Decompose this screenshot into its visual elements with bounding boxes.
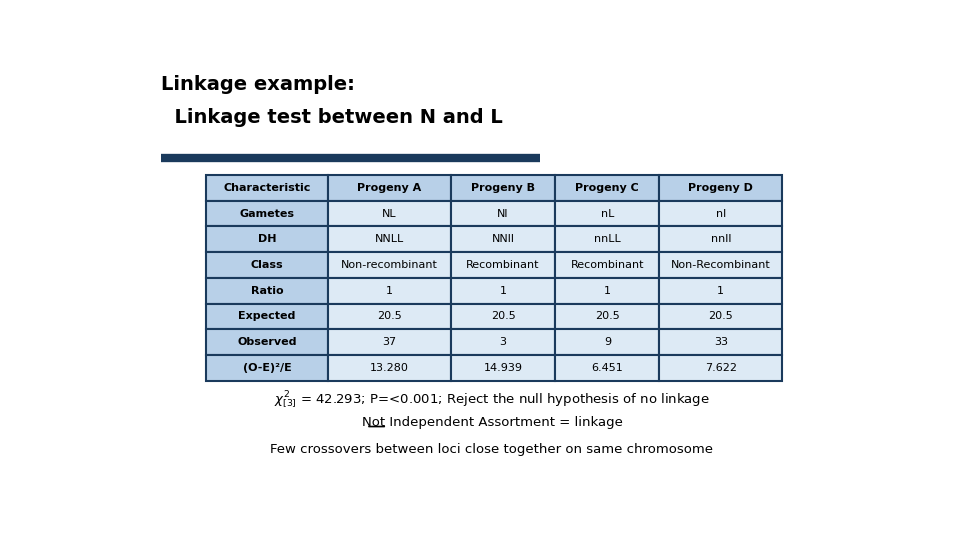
Bar: [205, 226, 328, 252]
Text: Progeny B: Progeny B: [471, 183, 535, 193]
Bar: [205, 278, 328, 303]
Text: NNLL: NNLL: [375, 234, 404, 244]
Bar: [555, 303, 660, 329]
Text: Expected: Expected: [238, 312, 296, 321]
Text: 1: 1: [499, 286, 507, 296]
Bar: [451, 303, 555, 329]
Bar: [555, 329, 660, 355]
Text: 20.5: 20.5: [595, 312, 620, 321]
Text: 9: 9: [604, 337, 611, 347]
Bar: [451, 329, 555, 355]
Bar: [205, 175, 328, 201]
Bar: [205, 329, 328, 355]
Text: Non-recombinant: Non-recombinant: [341, 260, 438, 270]
Text: Gametes: Gametes: [239, 208, 295, 219]
Text: 33: 33: [714, 337, 728, 347]
Bar: [660, 175, 782, 201]
Text: 1: 1: [386, 286, 393, 296]
Bar: [451, 252, 555, 278]
Text: NL: NL: [382, 208, 396, 219]
Bar: [660, 226, 782, 252]
Text: nnLL: nnLL: [594, 234, 621, 244]
Text: Class: Class: [251, 260, 283, 270]
Bar: [660, 252, 782, 278]
Text: 13.280: 13.280: [371, 363, 409, 373]
Text: 37: 37: [382, 337, 396, 347]
Bar: [451, 278, 555, 303]
Text: 7.622: 7.622: [705, 363, 737, 373]
Text: 3: 3: [499, 337, 507, 347]
Text: Nl: Nl: [497, 208, 509, 219]
Text: (O-E)²/E: (O-E)²/E: [243, 363, 291, 373]
Bar: [205, 201, 328, 226]
Bar: [555, 201, 660, 226]
Text: Linkage example:: Linkage example:: [161, 75, 355, 94]
Bar: [451, 201, 555, 226]
Text: Recombinant: Recombinant: [467, 260, 540, 270]
Bar: [660, 278, 782, 303]
Bar: [555, 278, 660, 303]
Bar: [328, 303, 451, 329]
Text: 1: 1: [604, 286, 611, 296]
Text: $\chi^2_{[3]}$ = 42.293; P=<0.001; Reject the null hypothesis of no linkage: $\chi^2_{[3]}$ = 42.293; P=<0.001; Rejec…: [274, 389, 710, 410]
Bar: [205, 303, 328, 329]
Text: Few crossovers between loci close together on same chromosome: Few crossovers between loci close togeth…: [271, 443, 713, 456]
Bar: [328, 226, 451, 252]
Bar: [328, 278, 451, 303]
Bar: [205, 252, 328, 278]
Text: 1: 1: [717, 286, 724, 296]
Text: Progeny D: Progeny D: [688, 183, 754, 193]
Text: Progeny C: Progeny C: [575, 183, 639, 193]
Text: 14.939: 14.939: [484, 363, 522, 373]
Bar: [451, 175, 555, 201]
Text: 6.451: 6.451: [591, 363, 623, 373]
Text: Recombinant: Recombinant: [570, 260, 644, 270]
Bar: [660, 329, 782, 355]
Bar: [205, 355, 328, 381]
Bar: [660, 201, 782, 226]
Text: Progeny A: Progeny A: [357, 183, 421, 193]
Text: 20.5: 20.5: [491, 312, 516, 321]
Text: Linkage test between N and L: Linkage test between N and L: [161, 109, 503, 127]
Text: NNll: NNll: [492, 234, 515, 244]
Text: nnll: nnll: [710, 234, 732, 244]
Bar: [328, 329, 451, 355]
Text: nL: nL: [601, 208, 614, 219]
Bar: [555, 355, 660, 381]
Bar: [328, 201, 451, 226]
Text: Observed: Observed: [237, 337, 297, 347]
Text: Ratio: Ratio: [251, 286, 283, 296]
Text: Characteristic: Characteristic: [224, 183, 311, 193]
Text: 20.5: 20.5: [708, 312, 733, 321]
Bar: [555, 175, 660, 201]
Bar: [555, 226, 660, 252]
Bar: [328, 355, 451, 381]
Bar: [555, 252, 660, 278]
Bar: [660, 355, 782, 381]
Bar: [451, 355, 555, 381]
Bar: [660, 303, 782, 329]
Bar: [328, 175, 451, 201]
Text: Non-Recombinant: Non-Recombinant: [671, 260, 771, 270]
Bar: [451, 226, 555, 252]
Text: DH: DH: [257, 234, 276, 244]
Text: Not Independent Assortment = linkage: Not Independent Assortment = linkage: [362, 416, 622, 429]
Text: 20.5: 20.5: [377, 312, 402, 321]
Bar: [328, 252, 451, 278]
Text: nl: nl: [716, 208, 726, 219]
